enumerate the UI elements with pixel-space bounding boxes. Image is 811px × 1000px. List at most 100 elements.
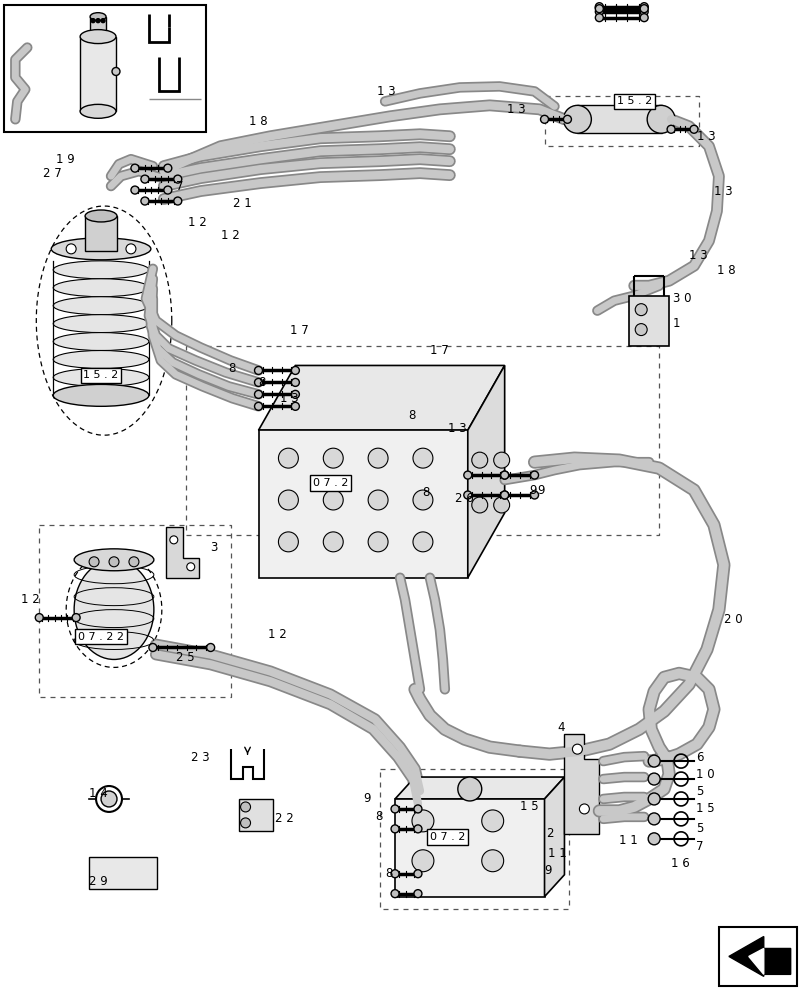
Polygon shape (165, 527, 199, 578)
Circle shape (391, 805, 398, 813)
Circle shape (647, 813, 659, 825)
Polygon shape (544, 777, 564, 897)
Circle shape (413, 490, 432, 510)
Circle shape (291, 366, 299, 374)
Circle shape (101, 19, 105, 23)
Bar (80, 37, 116, 111)
Circle shape (540, 115, 548, 123)
Circle shape (91, 19, 95, 23)
Circle shape (639, 4, 647, 12)
Ellipse shape (563, 105, 590, 133)
Text: 8: 8 (375, 810, 382, 823)
Text: 1 2: 1 2 (187, 216, 206, 229)
Circle shape (291, 378, 299, 386)
Circle shape (278, 490, 298, 510)
Circle shape (164, 164, 172, 172)
Text: 0 7 . 2: 0 7 . 2 (430, 832, 465, 842)
Text: 2 9: 2 9 (89, 875, 108, 888)
Circle shape (129, 557, 139, 567)
Text: 5: 5 (695, 785, 702, 798)
Circle shape (367, 532, 388, 552)
Ellipse shape (54, 384, 148, 406)
Circle shape (254, 402, 262, 410)
Circle shape (141, 175, 148, 183)
Circle shape (187, 563, 195, 571)
Circle shape (413, 532, 432, 552)
Text: 8: 8 (229, 362, 236, 375)
Text: 1 9: 1 9 (56, 153, 75, 166)
Circle shape (414, 825, 422, 833)
Circle shape (164, 186, 172, 194)
Circle shape (278, 448, 298, 468)
Circle shape (463, 491, 471, 499)
Text: 9: 9 (363, 792, 370, 805)
Text: 1 5: 1 5 (519, 800, 538, 813)
Circle shape (254, 378, 262, 386)
Text: 8: 8 (422, 486, 429, 499)
Circle shape (634, 324, 646, 336)
Circle shape (367, 490, 388, 510)
Text: 1 7: 1 7 (429, 344, 448, 357)
Text: 1 8: 1 8 (716, 264, 735, 277)
Circle shape (594, 5, 603, 13)
Bar (718, 927, 796, 986)
Text: 8: 8 (258, 376, 265, 389)
Text: 1 3: 1 3 (696, 130, 714, 143)
Text: 1 2: 1 2 (21, 593, 40, 606)
Circle shape (367, 448, 388, 468)
Text: 1 4: 1 4 (89, 787, 108, 800)
Bar (4, 5, 205, 132)
Circle shape (647, 793, 659, 805)
Circle shape (254, 390, 262, 398)
Text: 7: 7 (695, 840, 702, 853)
Text: 0 7 . 2 2: 0 7 . 2 2 (78, 632, 124, 642)
Circle shape (148, 644, 157, 651)
Circle shape (89, 557, 99, 567)
Text: 2 2: 2 2 (275, 812, 294, 825)
Circle shape (141, 197, 148, 205)
Circle shape (639, 5, 647, 13)
Circle shape (471, 497, 487, 513)
Ellipse shape (80, 30, 116, 44)
Text: 1 0: 1 0 (695, 768, 714, 781)
Circle shape (481, 850, 503, 872)
Circle shape (594, 14, 603, 22)
Bar (85, 216, 117, 251)
Circle shape (72, 614, 80, 622)
Text: 9: 9 (544, 864, 551, 877)
Text: 0 7 . 2: 0 7 . 2 (312, 478, 348, 488)
Circle shape (413, 448, 432, 468)
Text: 8: 8 (384, 867, 392, 880)
Text: 1 3: 1 3 (376, 85, 395, 98)
Ellipse shape (90, 13, 106, 21)
Ellipse shape (51, 238, 151, 260)
Text: 7: 7 (175, 180, 183, 193)
Text: 1 2: 1 2 (268, 628, 287, 641)
Polygon shape (728, 937, 790, 976)
Circle shape (169, 536, 178, 544)
Circle shape (463, 471, 471, 479)
Bar (238, 799, 273, 831)
Text: 5: 5 (695, 822, 702, 835)
Circle shape (131, 186, 139, 194)
Circle shape (594, 3, 603, 11)
Ellipse shape (74, 560, 153, 659)
Circle shape (109, 557, 119, 567)
Circle shape (101, 791, 117, 807)
Text: 1 7: 1 7 (290, 324, 309, 337)
Circle shape (391, 890, 398, 898)
Text: 2 7: 2 7 (43, 167, 62, 180)
Circle shape (414, 890, 422, 898)
Text: 1 1: 1 1 (547, 847, 565, 860)
Circle shape (530, 471, 538, 479)
Circle shape (323, 490, 343, 510)
Polygon shape (258, 365, 504, 430)
Circle shape (207, 644, 214, 651)
Text: 1 5 . 2: 1 5 . 2 (616, 96, 651, 106)
Text: 9: 9 (537, 484, 544, 497)
Circle shape (471, 452, 487, 468)
Circle shape (112, 67, 120, 75)
Circle shape (594, 4, 603, 12)
Ellipse shape (54, 368, 148, 386)
Circle shape (634, 304, 646, 316)
